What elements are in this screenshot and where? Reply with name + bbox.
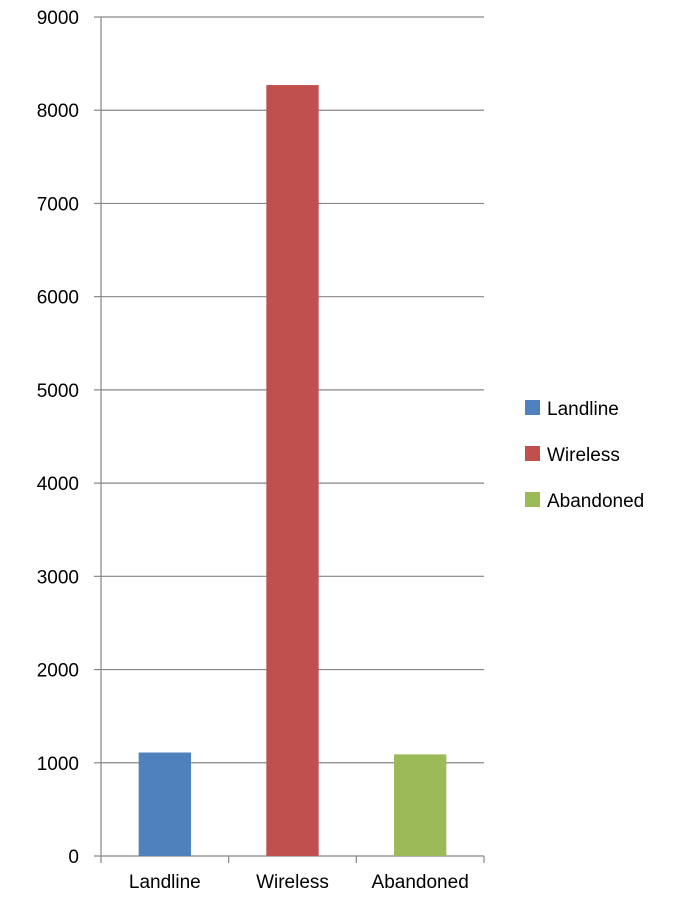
legend-swatch [525, 446, 540, 461]
y-tick-label: 9000 [37, 8, 79, 29]
y-tick-label: 5000 [37, 381, 79, 402]
bar-landline [139, 753, 191, 856]
y-axis-tick-labels: 0 1000 2000 3000 4000 5000 6000 7000 8000 9000 [37, 8, 79, 868]
bars [139, 85, 447, 856]
y-tick-label: 4000 [37, 474, 79, 495]
legend-label: Abandoned [547, 491, 644, 512]
legend-swatch [525, 400, 540, 415]
x-tick-label: Landline [129, 872, 201, 893]
y-tick-label: 3000 [37, 567, 79, 588]
y-tick-label: 1000 [37, 754, 79, 775]
y-tick-label: 6000 [37, 288, 79, 309]
y-tick-label: 0 [68, 847, 79, 868]
x-tick-label: Abandoned [372, 872, 469, 893]
legend: Landline Wireless Abandoned [525, 399, 644, 512]
legend-label: Wireless [547, 445, 620, 466]
y-tick-label: 7000 [37, 194, 79, 215]
y-tick-label: 2000 [37, 661, 79, 682]
bar-wireless [266, 85, 318, 856]
x-tick-label: Wireless [256, 872, 329, 893]
y-tick-label: 8000 [37, 101, 79, 122]
x-axis-tick-labels: Landline Wireless Abandoned [129, 872, 469, 893]
bar-abandoned [394, 754, 446, 856]
legend-swatch [525, 492, 540, 507]
legend-label: Landline [547, 399, 619, 420]
